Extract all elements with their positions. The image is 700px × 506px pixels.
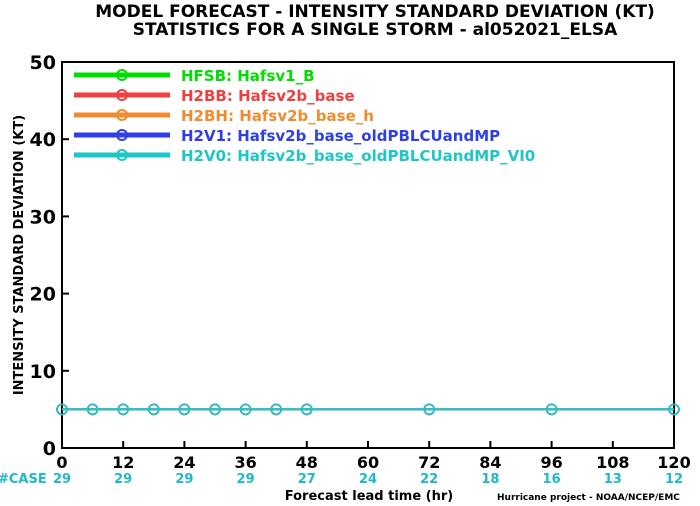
- series-point: [209, 403, 221, 416]
- series-point: [86, 403, 99, 416]
- case-count-label: #CASE: [0, 472, 47, 487]
- legend-label: H2V1: Hafsv2b_base_oldPBLCUandMP: [181, 127, 500, 145]
- legend-swatch-marker: [116, 149, 128, 161]
- series-point: [423, 403, 435, 416]
- case-count-value: 13: [604, 472, 622, 487]
- legend-swatch-marker: [116, 69, 128, 81]
- legend-label: H2BH: Hafsv2b_base_h: [181, 107, 374, 125]
- legend-swatch-marker: [116, 89, 128, 101]
- case-count-value: 27: [298, 472, 316, 487]
- y-tick-label: 0: [43, 438, 56, 460]
- series-point: [545, 403, 558, 416]
- legend-swatch-marker: [116, 109, 128, 121]
- x-tick-label: 24: [173, 453, 195, 472]
- case-count-value: 29: [237, 472, 255, 487]
- series-point: [56, 403, 68, 416]
- series-layer: [56, 403, 680, 416]
- x-tick-label: 120: [657, 453, 690, 472]
- case-count-value: 12: [665, 472, 683, 487]
- x-tick-label: 60: [357, 453, 379, 472]
- case-count-value: 16: [543, 472, 561, 487]
- legend-label: H2V0: Hafsv2b_base_oldPBLCUandMP_VI0: [181, 147, 535, 165]
- x-tick-label: 36: [234, 453, 256, 472]
- y-axis-ticks: 0 10 20 30 40 50: [30, 52, 69, 460]
- x-tick-label: 0: [56, 453, 67, 472]
- y-tick-label: 20: [30, 284, 56, 306]
- credit-text: Hurricane project - NOAA/NCEP/EMC: [497, 493, 680, 503]
- legend-label: H2BB: Hafsv2b_base: [181, 87, 355, 105]
- case-count-value: 29: [53, 472, 71, 487]
- case-count-row: 29 29 29 29 27 24 22 18 16 13 12: [53, 472, 683, 487]
- case-count-value: 24: [359, 472, 377, 487]
- series-point: [301, 403, 313, 416]
- y-tick-label: 30: [30, 206, 56, 228]
- case-count-value: 18: [481, 472, 499, 487]
- case-count-value: 29: [114, 472, 132, 487]
- series-point: [148, 403, 160, 416]
- x-tick-label: 84: [479, 453, 501, 472]
- x-tick-label: 108: [596, 453, 629, 472]
- y-tick-label: 50: [30, 52, 56, 74]
- series-point: [178, 403, 191, 416]
- legend: HFSB: Hafsv1_B H2BB: Hafsv2b_base H2BH: Ha…: [74, 67, 535, 165]
- x-tick-label: 12: [112, 453, 134, 472]
- chart-subtitle: STATISTICS FOR A SINGLE STORM - al052021…: [133, 20, 618, 40]
- legend-swatch-marker: [116, 129, 128, 141]
- x-axis-label: Forecast lead time (hr): [285, 489, 453, 504]
- case-count-value: 29: [175, 472, 193, 487]
- legend-label: HFSB: Hafsv1_B: [181, 67, 315, 85]
- series-point: [270, 403, 282, 416]
- x-tick-label: 48: [296, 453, 318, 472]
- y-tick-label: 40: [30, 129, 56, 151]
- chart-title: MODEL FORECAST - INTENSITY STANDARD DEVI…: [95, 2, 655, 22]
- y-tick-label: 10: [30, 361, 56, 383]
- y-axis-label: INTENSITY STANDARD DEVIATION (KT): [12, 115, 27, 395]
- series-point: [117, 403, 129, 416]
- series-point: [239, 403, 252, 416]
- x-tick-label: 72: [418, 453, 440, 472]
- x-axis-ticks: 0 12 24 36 48 60 72 84 96 108 120: [56, 441, 691, 472]
- case-count-value: 22: [420, 472, 438, 487]
- series-point: [668, 403, 680, 416]
- x-tick-label: 96: [540, 453, 562, 472]
